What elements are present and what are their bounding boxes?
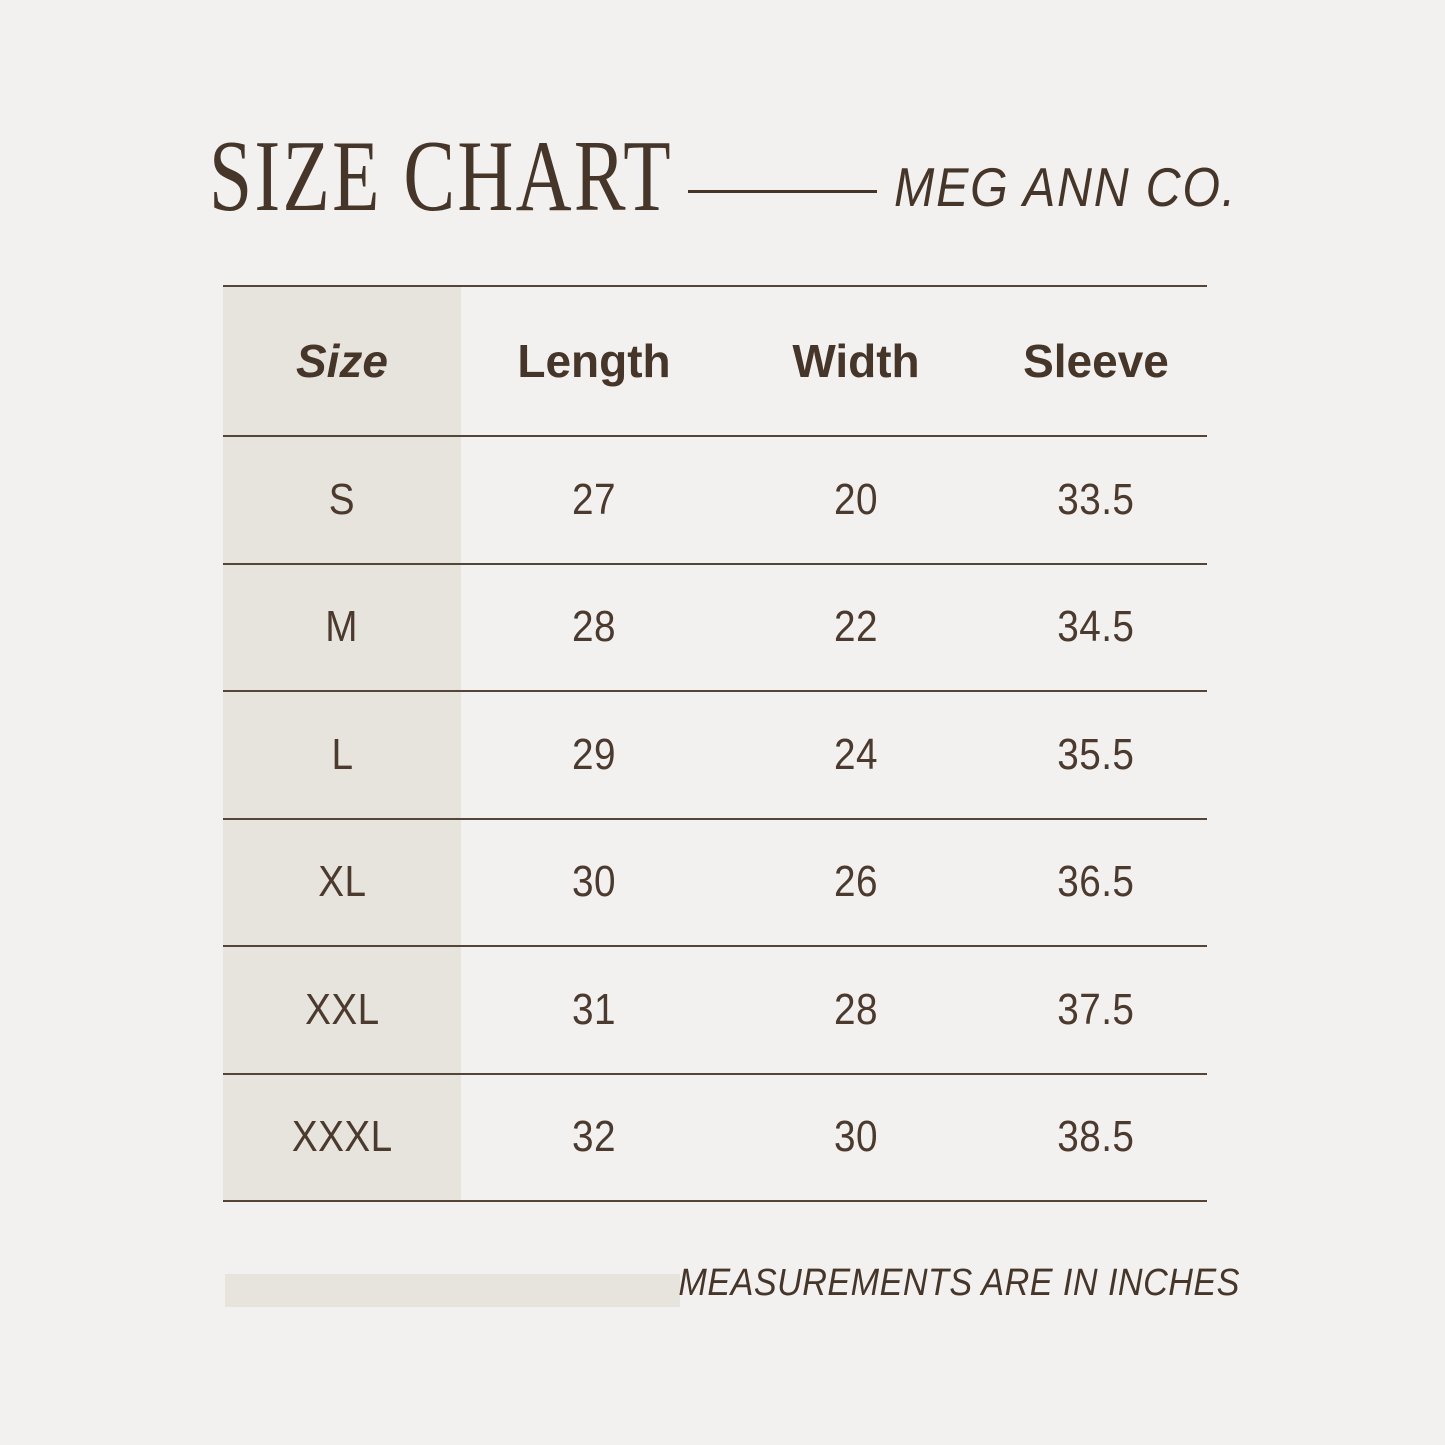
size-chart-table: Size Length Width Sleeve S 27 20 33.5 M … <box>223 285 1207 1202</box>
size-value: L <box>330 729 353 779</box>
length-value: 30 <box>572 857 616 907</box>
sleeve-cell: 33.5 <box>985 437 1207 563</box>
length-cell: 32 <box>461 1075 727 1201</box>
size-value: XXXL <box>291 1112 393 1162</box>
column-header-sleeve: Sleeve <box>1023 335 1169 387</box>
table-row-xxl: XXL 31 28 37.5 <box>223 947 1207 1075</box>
sleeve-value: 34.5 <box>1057 602 1135 652</box>
size-value: M <box>325 602 359 652</box>
title-divider-line <box>688 190 877 193</box>
sleeve-value: 38.5 <box>1057 1112 1135 1162</box>
sleeve-cell: 38.5 <box>985 1075 1207 1201</box>
column-header-width: Width <box>792 335 920 387</box>
length-cell: 30 <box>461 820 727 946</box>
size-cell: M <box>223 564 461 690</box>
length-value: 28 <box>572 602 616 652</box>
sleeve-value: 35.5 <box>1057 729 1135 779</box>
measurements-note: MEASUREMENTS ARE IN INCHES <box>678 1262 1240 1304</box>
table-row-m: M 28 22 34.5 <box>223 564 1207 692</box>
footer-accent-bar <box>225 1274 680 1307</box>
sleeve-cell: 37.5 <box>985 947 1207 1073</box>
width-cell: 28 <box>727 947 985 1073</box>
table-row-xl: XL 30 26 36.5 <box>223 819 1207 947</box>
width-value: 20 <box>834 474 878 524</box>
table-row-s: S 27 20 33.5 <box>223 437 1207 565</box>
width-value: 26 <box>834 857 878 907</box>
width-cell: 26 <box>727 820 985 946</box>
size-cell: S <box>223 437 461 563</box>
size-value: XL <box>317 857 367 907</box>
table-row-xxxl: XXXL 32 30 38.5 <box>223 1074 1207 1202</box>
length-value: 31 <box>572 984 616 1034</box>
sleeve-value: 33.5 <box>1057 474 1135 524</box>
width-cell: 22 <box>727 565 985 691</box>
sleeve-cell: 35.5 <box>985 692 1207 818</box>
width-cell: 30 <box>727 1075 985 1201</box>
width-value: 28 <box>834 984 878 1034</box>
size-cell: XXXL <box>223 1074 461 1200</box>
length-value: 27 <box>572 474 616 524</box>
sleeve-cell: 36.5 <box>985 820 1207 946</box>
table-row-l: L 29 24 35.5 <box>223 692 1207 820</box>
length-cell: 28 <box>461 565 727 691</box>
sleeve-value: 37.5 <box>1057 984 1135 1034</box>
sleeve-value: 36.5 <box>1057 857 1135 907</box>
column-header-length: Length <box>517 335 671 387</box>
sleeve-cell: 34.5 <box>985 565 1207 691</box>
width-value: 30 <box>834 1112 878 1162</box>
width-value: 22 <box>834 602 878 652</box>
size-cell: L <box>223 692 461 818</box>
table-header-row: Size Length Width Sleeve <box>223 287 1207 437</box>
size-value: S <box>328 474 356 524</box>
page-title: SIZE CHART <box>209 120 673 233</box>
brand-name: MEG ANN CO. <box>894 156 1237 218</box>
length-value: 32 <box>572 1112 616 1162</box>
length-cell: 29 <box>461 692 727 818</box>
size-value: XXL <box>304 984 380 1034</box>
length-cell: 31 <box>461 947 727 1073</box>
size-cell: XXL <box>223 947 461 1073</box>
width-cell: 20 <box>727 437 985 563</box>
column-header-size: Size <box>223 287 461 435</box>
width-cell: 24 <box>727 692 985 818</box>
length-value: 29 <box>572 729 616 779</box>
length-cell: 27 <box>461 437 727 563</box>
size-cell: XL <box>223 819 461 945</box>
width-value: 24 <box>834 729 878 779</box>
